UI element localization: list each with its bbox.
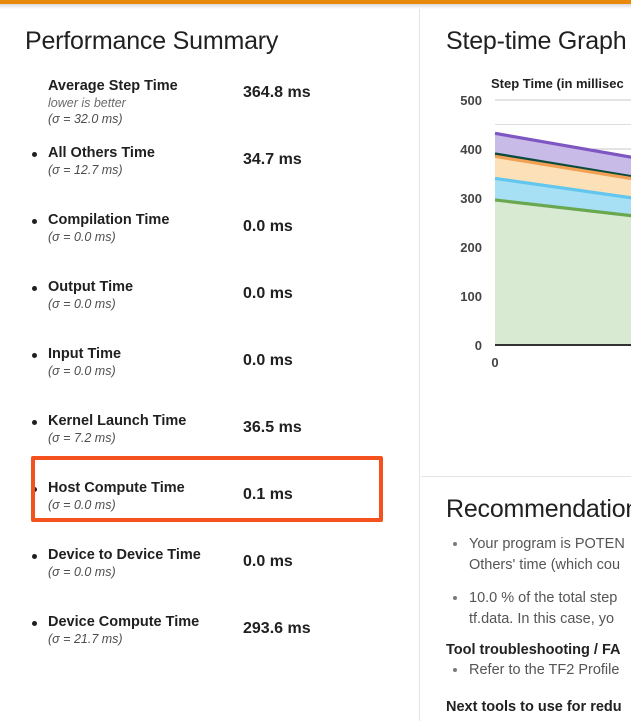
x-tick-label: 0 [491, 355, 498, 370]
summary-row-sigma: (σ = 0.0 ms) [48, 230, 116, 244]
next-tools-heading: Next tools to use for redu [446, 699, 622, 715]
y-tick-label: 0 [475, 338, 482, 353]
summary-row-sigma: (σ = 21.7 ms) [48, 632, 123, 646]
summary-row[interactable]: Output Time (σ = 0.0 ms) 0.0 ms [0, 279, 419, 346]
y-tick-label: 300 [460, 191, 482, 206]
summary-row[interactable]: All Others Time (σ = 12.7 ms) 34.7 ms [0, 145, 419, 212]
summary-row[interactable]: Input Time (σ = 0.0 ms) 0.0 ms [0, 346, 419, 413]
summary-row-labels: Compilation Time (σ = 0.0 ms) [0, 212, 243, 245]
summary-row-value: 0.0 ms [243, 218, 293, 235]
faq-list: Refer to the TF2 Profile [421, 660, 631, 681]
summary-row-sigma: (σ = 12.7 ms) [48, 163, 123, 177]
page-title: Performance Summary [25, 27, 279, 55]
y-tick-label: 400 [460, 142, 482, 157]
recommendation-list: Your program is POTEN Others' time (whic… [421, 534, 631, 630]
y-tick-label: 200 [460, 240, 482, 255]
recommendation-card: Recommendation Your program is POTEN Oth… [421, 477, 631, 720]
recommendation-text: 10.0 % of the total step tf.data. In thi… [469, 590, 618, 627]
summary-row[interactable]: Device to Device Time (σ = 0.0 ms) 0.0 ms [0, 547, 419, 614]
bullet-icon [32, 219, 37, 224]
summary-row[interactable]: Compilation Time (σ = 0.0 ms) 0.0 ms [0, 212, 419, 279]
summary-row-labels: Device Compute Time (σ = 21.7 ms) [0, 614, 243, 647]
bullet-icon [453, 542, 457, 546]
recommendation-item: Your program is POTEN Others' time (whic… [421, 534, 631, 576]
summary-row-name: Input Time [48, 346, 122, 362]
line-host-compute-other [494, 154, 631, 181]
area-device-compute-time [495, 199, 631, 345]
summary-row[interactable]: Average Step Time lower is better (σ = 32.… [0, 78, 419, 145]
summary-row-value: 364.8 ms [243, 84, 311, 101]
chart-canvas: 010020030040050001 [460, 93, 631, 370]
bullet-icon [453, 668, 457, 672]
step-time-graph-title: Step-time Graph [446, 27, 627, 55]
faq-heading: Tool troubleshooting / FA [446, 642, 621, 658]
line-input-time [494, 176, 631, 200]
right-column: Step-time Graph Step Time (in millisec 0… [421, 9, 631, 721]
summary-row-name: Device to Device Time [48, 547, 201, 563]
summary-row-name: Host Compute Time [48, 480, 185, 496]
summary-row-name: Compilation Time [48, 212, 170, 228]
chart-heading: Step Time (in millisec [491, 76, 624, 91]
summary-row-sigma: (σ = 0.0 ms) [48, 498, 116, 512]
top-shadow [0, 4, 631, 9]
bullet-icon [32, 487, 37, 492]
step-time-chart: Step Time (in millisec 0 100 200 300 400 500 0… [421, 76, 631, 396]
summary-row[interactable]: Kernel Launch Time (σ = 7.2 ms) 36.5 ms [0, 413, 419, 480]
summary-row-name: All Others Time [48, 145, 155, 161]
faq-item[interactable]: Refer to the TF2 Profile [421, 660, 631, 681]
summary-row-sigma: (σ = 0.0 ms) [48, 364, 116, 378]
summary-row-labels: Output Time (σ = 0.0 ms) [0, 279, 243, 312]
summary-row-sigma: (σ = 32.0 ms) [48, 112, 123, 126]
performance-summary-list: Average Step Time lower is better (σ = 32.… [0, 78, 419, 681]
y-tick-label: 100 [460, 289, 482, 304]
summary-row-sigma: (σ = 0.0 ms) [48, 297, 116, 311]
bullet-icon [453, 596, 457, 600]
recommendation-text: Your program is POTEN Others' time (whic… [469, 536, 625, 573]
summary-row-labels: Kernel Launch Time (σ = 7.2 ms) [0, 413, 243, 446]
recommendation-item: 10.0 % of the total step tf.data. In thi… [421, 588, 631, 630]
summary-row-value: 293.6 ms [243, 620, 311, 637]
top-accent-bar [0, 0, 631, 4]
spacer [421, 681, 631, 695]
bullet-icon [32, 152, 37, 157]
summary-row-name: Device Compute Time [48, 614, 200, 630]
summary-row[interactable]: Host Compute Time (σ = 0.0 ms) 0.1 ms [0, 480, 419, 547]
summary-row-name: Output Time [48, 279, 134, 295]
bullet-icon [32, 621, 37, 626]
summary-row-value: 0.0 ms [243, 352, 293, 369]
line-device-compute-time [494, 198, 631, 218]
summary-row-note: lower is better [48, 96, 126, 110]
bullet-icon [32, 286, 37, 291]
summary-row-value: 0.0 ms [243, 553, 293, 570]
summary-row-sigma: (σ = 7.2 ms) [48, 431, 116, 445]
summary-row[interactable]: Device Compute Time (σ = 21.7 ms) 293.6 ms [0, 614, 419, 681]
faq-text: Refer to the TF2 Profile [469, 662, 620, 678]
y-tick-label: 500 [460, 93, 482, 108]
step-time-graph-card: Step-time Graph Step Time (in millisec 0… [421, 9, 631, 477]
line-all-others-time [494, 131, 631, 159]
summary-row-value: 36.5 ms [243, 419, 302, 436]
performance-summary-card: Performance Summary Average Step Time low… [0, 9, 420, 721]
bullet-icon [32, 554, 37, 559]
summary-row-labels: Host Compute Time (σ = 0.0 ms) [0, 480, 243, 513]
line-kernel-launch-time [494, 152, 631, 179]
bullet-icon [32, 420, 37, 425]
bullet-icon [32, 353, 37, 358]
summary-row-labels: All Others Time (σ = 12.7 ms) [0, 145, 243, 178]
summary-row-sigma: (σ = 0.0 ms) [48, 565, 116, 579]
recommendation-title: Recommendation [446, 495, 631, 523]
summary-row-value: 0.0 ms [243, 285, 293, 302]
summary-row-labels: Input Time (σ = 0.0 ms) [0, 346, 243, 379]
summary-row-labels: Average Step Time lower is better (σ = 32.… [0, 78, 243, 127]
summary-row-name: Kernel Launch Time [48, 413, 187, 429]
summary-row-name: Average Step Time [48, 78, 178, 94]
summary-row-labels: Device to Device Time (σ = 0.0 ms) [0, 547, 243, 580]
summary-row-value: 34.7 ms [243, 151, 302, 168]
summary-row-value: 0.1 ms [243, 486, 293, 503]
